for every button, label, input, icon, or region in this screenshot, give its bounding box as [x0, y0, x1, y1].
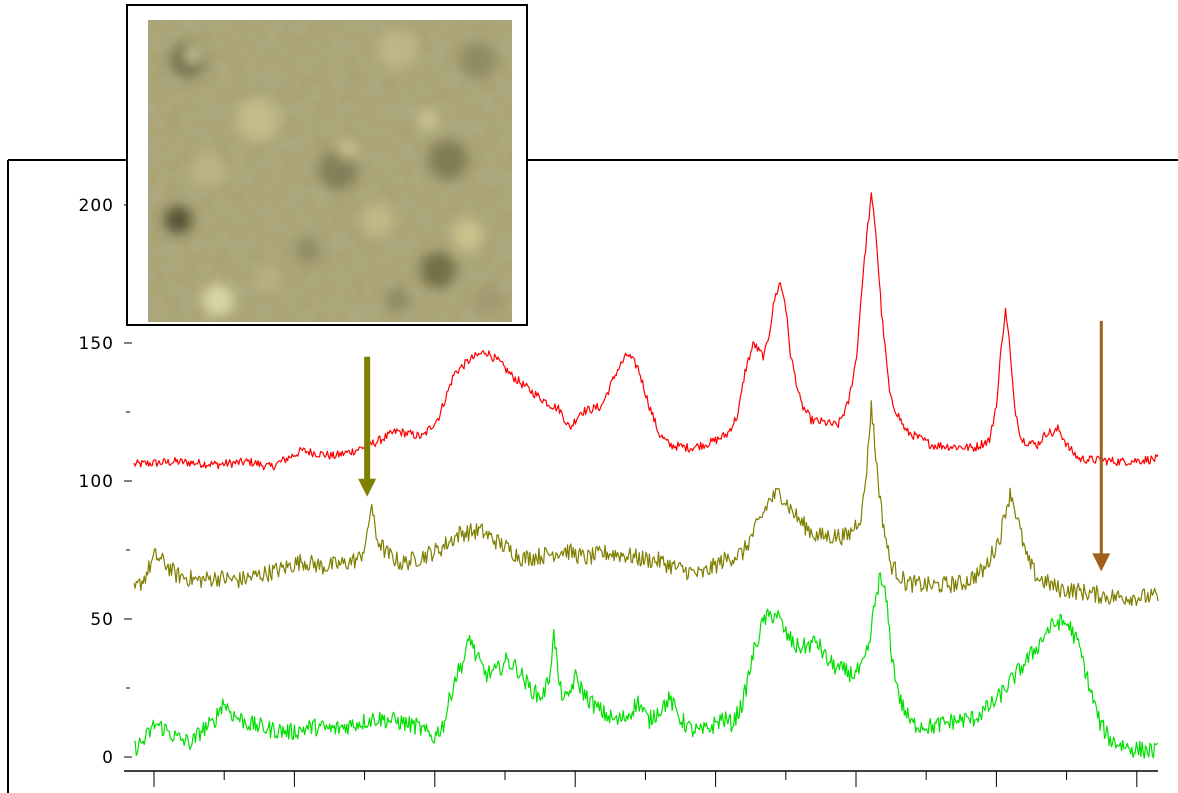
y-tick-label: 50	[90, 610, 114, 630]
annotations-group	[358, 320, 1111, 572]
inset-image-frame	[126, 4, 528, 326]
series-line-2	[133, 400, 1159, 607]
annotation-arrow-2	[1092, 320, 1111, 572]
x-axis	[153, 771, 1138, 787]
y-tick-label: 0	[102, 748, 114, 768]
annotation-arrow-1	[358, 356, 377, 497]
y-tick-label: 100	[79, 472, 114, 492]
y-axis: 0 50 100 150 200	[79, 196, 132, 768]
series-line-1	[133, 192, 1159, 471]
series-line-3	[133, 572, 1159, 759]
inset-micrograph-image	[148, 20, 512, 322]
y-tick-label: 150	[79, 334, 114, 354]
y-tick-label: 200	[79, 196, 114, 216]
series-group	[133, 192, 1159, 759]
